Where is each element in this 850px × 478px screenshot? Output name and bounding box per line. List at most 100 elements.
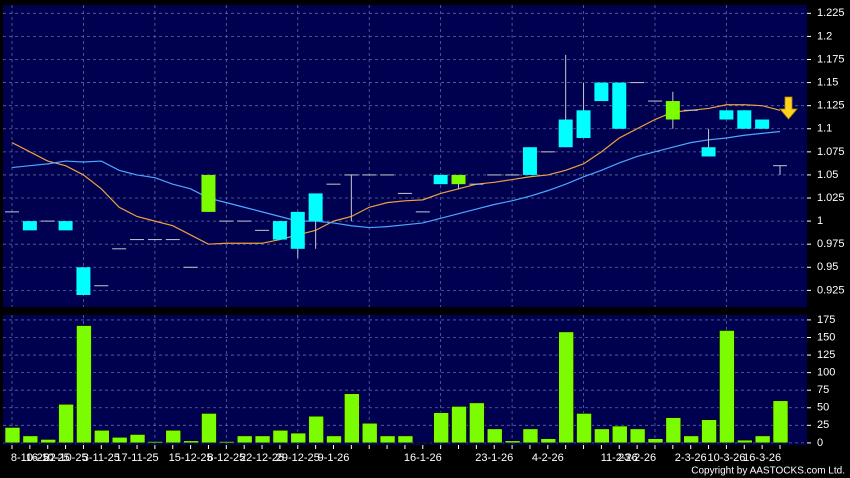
x-tick-label: 9-1-26 (318, 452, 350, 464)
volume-bar (540, 438, 557, 444)
y-tick-label: 1.125 (817, 100, 845, 112)
volume-bar (183, 440, 199, 444)
volume-bar (594, 428, 610, 444)
candle-body (201, 174, 216, 212)
x-tick-label: 17-11-25 (115, 452, 158, 464)
volume-bar (415, 441, 432, 444)
candle-body (701, 147, 716, 157)
y-tick-label: 75 (817, 384, 829, 396)
volume-bar (719, 330, 735, 444)
volume-bar (22, 435, 39, 444)
volume-bar (308, 415, 324, 444)
y-tick-label: 1.075 (817, 146, 845, 158)
x-tick-label: 22-10-25 (44, 452, 88, 464)
volume-bar (76, 325, 92, 444)
price-panel (3, 5, 807, 307)
x-tick-label: 16-1-26 (404, 452, 442, 464)
x-tick-label: 10-3-26 (707, 452, 745, 464)
y-tick-label: 0.975 (817, 238, 845, 250)
moving-average (11, 104, 781, 245)
candle-body (612, 82, 627, 129)
x-tick-label: 16-3-26 (743, 452, 781, 464)
x-tick-label: 22-12-25 (240, 452, 284, 464)
candle-body (22, 221, 37, 231)
candle-body (522, 147, 537, 175)
candle-body (433, 174, 448, 185)
volume-bar (701, 419, 717, 444)
x-tick-label: 23-1-26 (475, 452, 513, 464)
y-tick-label: 125 (817, 349, 835, 361)
volume-bar (94, 429, 110, 444)
y-tick-label: 1.225 (817, 7, 845, 19)
arrow-marker (779, 96, 798, 120)
volume-bar (4, 427, 21, 444)
volume-bar (254, 435, 271, 444)
x-tick-label: 2-3-26 (675, 452, 707, 464)
volume-bar (772, 400, 789, 444)
candle-body (272, 221, 287, 240)
candle-body (451, 174, 466, 185)
volume-bar (219, 441, 235, 444)
y-tick-label: 0 (817, 437, 823, 449)
volume-bar (433, 412, 449, 444)
candle-body (755, 119, 770, 129)
volume-bar (236, 435, 253, 444)
y-tick-label: 1.1 (817, 123, 832, 135)
x-tick-label: 29-12-25 (276, 452, 320, 464)
volume-bar (290, 432, 307, 444)
volume-bar (647, 438, 664, 444)
candle-body (665, 101, 680, 120)
volume-bar (272, 429, 289, 444)
x-tick-label: 15-12-25 (169, 452, 213, 464)
volume-bar (576, 413, 592, 444)
candle-body (558, 119, 573, 148)
y-tick-label: 1.15 (817, 76, 838, 88)
volume-bar (326, 435, 342, 444)
plot-layer: 0.925 0.95 0.975 1 1.025 1.05 1.075 1.1 1.125 1.1… (3, 5, 845, 464)
volume-bar (379, 435, 396, 444)
volume-bar (344, 393, 360, 444)
volume-bar (504, 440, 521, 444)
y-tick-label: 150 (817, 331, 835, 343)
x-tick-label: 23-2-26 (618, 452, 656, 464)
y-tick-label: 1.175 (817, 53, 845, 65)
candle-body (58, 221, 73, 231)
x-tick-label: 8-12-25 (207, 452, 245, 464)
x-tick-label: 3-11-25 (83, 452, 120, 464)
volume-bar (129, 434, 146, 444)
y-tick-label: 1.025 (817, 192, 845, 204)
volume-bar (165, 429, 182, 444)
volume-bar (147, 441, 164, 444)
candle-body (290, 211, 305, 249)
volume-bar (522, 428, 539, 444)
candle-body (308, 193, 323, 222)
y-tick-label: 0.925 (817, 284, 845, 296)
x-tick-label: 8-10-25 (11, 452, 49, 464)
x-tick-label: 11-2-26 (601, 452, 638, 464)
candle-body (576, 110, 591, 138)
y-tick-label: 1 (817, 215, 823, 227)
volume-bar (611, 425, 628, 444)
volume-bar (736, 439, 753, 444)
candle-body (594, 82, 609, 102)
x-tick-label: 4-2-26 (532, 452, 564, 464)
volume-bar (629, 428, 646, 444)
y-tick-label: 0.95 (817, 261, 838, 273)
volume-bar (469, 402, 485, 444)
volume-bar (451, 406, 467, 444)
moving-average (11, 130, 781, 229)
y-tick-label: 100 (817, 367, 835, 379)
y-tick-label: 50 (817, 402, 829, 414)
copyright: Copyright by AASTOCKS.com Ltd. (691, 466, 845, 477)
x-tick-label: 16-10-25 (26, 452, 70, 464)
volume-bar (397, 435, 414, 444)
volume-bar (111, 436, 128, 444)
volume-bar (558, 331, 574, 444)
volume-bar (665, 417, 682, 444)
candle-body (737, 110, 752, 129)
candle-body (719, 110, 734, 120)
volume-bar (361, 422, 378, 444)
y-tick-label: 175 (817, 314, 835, 326)
